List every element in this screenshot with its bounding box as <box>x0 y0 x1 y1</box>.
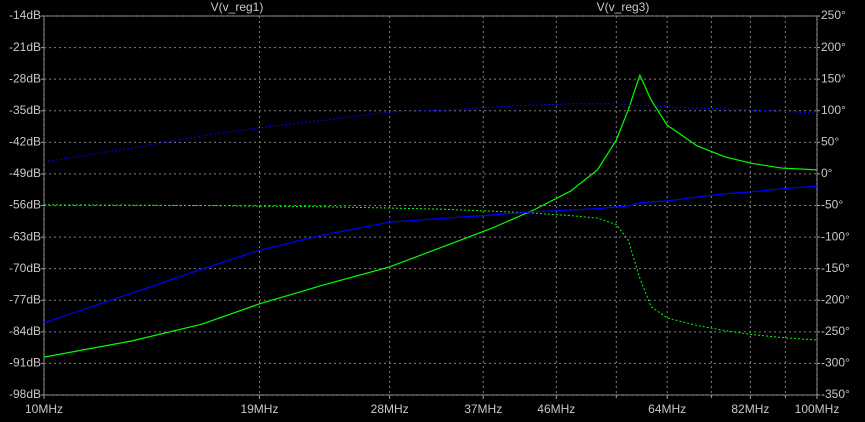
y2-tick-label: 0° <box>821 166 833 180</box>
x-tick-label: 19MHz <box>240 402 278 416</box>
y2-tick-label: 200° <box>821 40 846 54</box>
phase-line <box>43 103 818 163</box>
y2-tick-label: -50° <box>821 198 843 212</box>
y-tick-label: -14dB <box>9 8 41 22</box>
x-tick-label: 46MHz <box>537 402 575 416</box>
x-tick-label: 82MHz <box>731 402 769 416</box>
y2-tick-label: -100° <box>821 229 850 243</box>
y-tick-label: -35dB <box>9 103 41 117</box>
x-tick-label: 37MHz <box>464 402 502 416</box>
y-tick-label: -21dB <box>9 40 41 54</box>
y-tick-label: -98dB <box>9 387 41 401</box>
x-tick-label: 100MHz <box>795 402 840 416</box>
y-tick-label: -49dB <box>9 166 41 180</box>
y2-tick-label: 100° <box>821 103 846 117</box>
legend-entry: V(v_reg1) <box>211 0 264 14</box>
y2-tick-label: -250° <box>821 324 850 338</box>
x-tick-label: 10MHz <box>25 402 63 416</box>
y2-tick-label: 50° <box>821 135 839 149</box>
y-tick-label: -70dB <box>9 261 41 275</box>
magnitude-line <box>43 73 818 358</box>
x-tick-label: 64MHz <box>648 402 686 416</box>
y-tick-label: -91dB <box>9 356 41 370</box>
y-tick-label: -28dB <box>9 71 41 85</box>
y2-tick-label: -300° <box>821 356 850 370</box>
y2-tick-label: 150° <box>821 71 846 85</box>
y-tick-label: -42dB <box>9 135 41 149</box>
y-tick-label: -56dB <box>9 198 41 212</box>
y-tick-label: -63dB <box>9 229 41 243</box>
y2-tick-label: -150° <box>821 261 850 275</box>
magnitude-line <box>43 185 818 324</box>
x-tick-label: 28MHz <box>371 402 409 416</box>
y2-tick-label: -350° <box>821 387 850 401</box>
y-tick-label: -77dB <box>9 292 41 306</box>
y2-tick-label: 250° <box>821 8 846 22</box>
y-tick-label: -84dB <box>9 324 41 338</box>
phase-line <box>43 204 818 341</box>
legend-entry: V(v_reg3) <box>597 0 650 14</box>
y2-tick-label: -200° <box>821 292 850 306</box>
